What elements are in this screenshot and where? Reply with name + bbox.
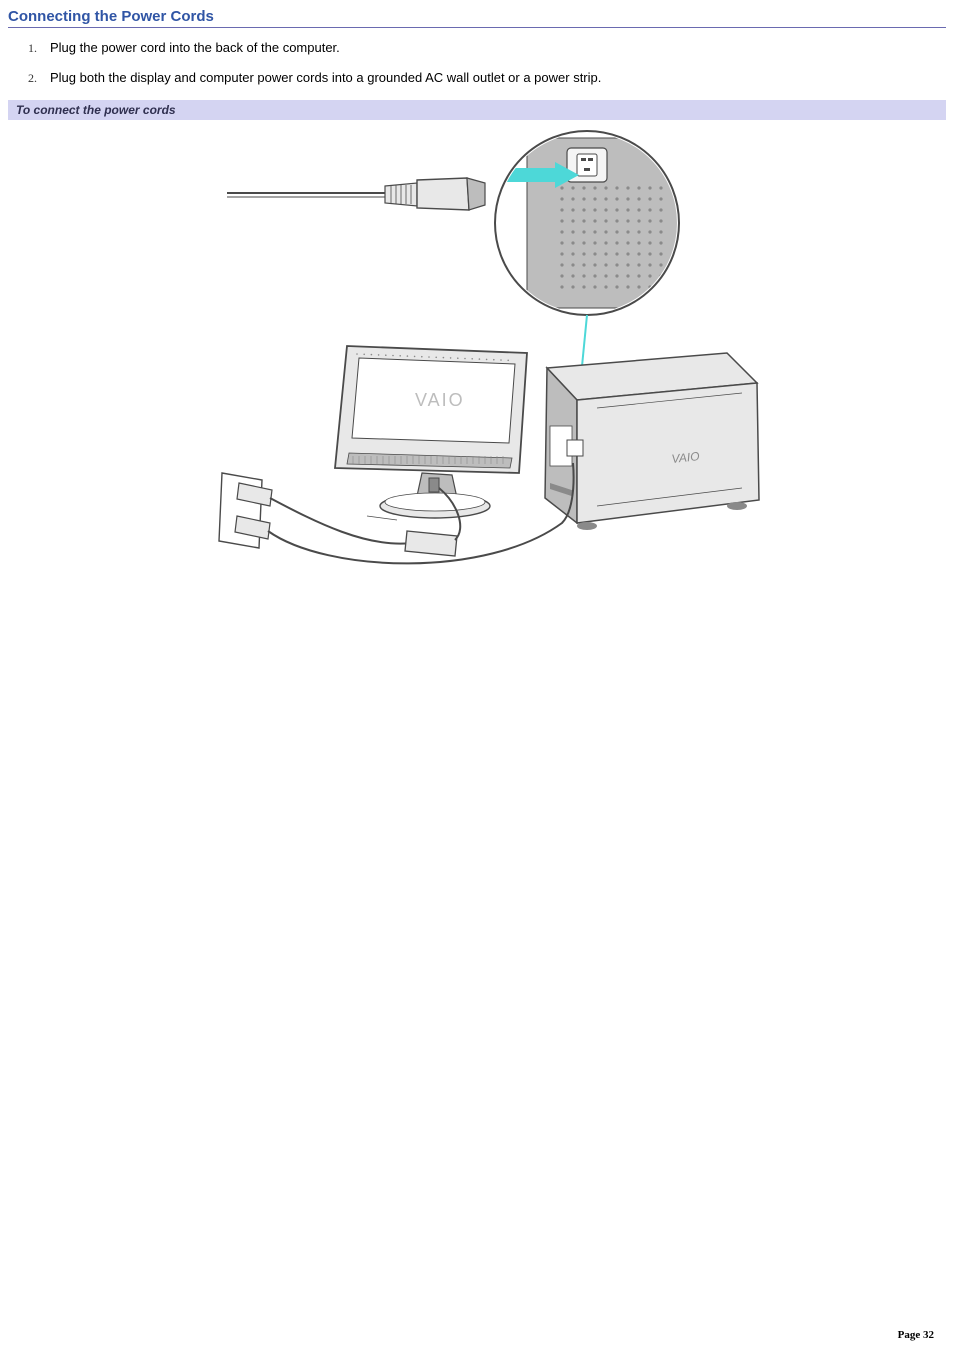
callout-bar: To connect the power cords xyxy=(8,100,946,120)
steps-list: 1. Plug the power cord into the back of … xyxy=(8,40,946,86)
step-number: 2. xyxy=(28,71,50,86)
page-number: Page 32 xyxy=(898,1329,934,1341)
svg-text:VAIO: VAIO xyxy=(415,390,465,410)
step-text: Plug both the display and computer power… xyxy=(50,70,601,85)
step-number: 1. xyxy=(28,41,50,56)
step-item: 2. Plug both the display and computer po… xyxy=(28,70,946,86)
step-item: 1. Plug the power cord into the back of … xyxy=(28,40,946,56)
step-text: Plug the power cord into the back of the… xyxy=(50,40,340,55)
power-cord-diagram: VAIO VAIO xyxy=(167,128,787,608)
section-title: Connecting the Power Cords xyxy=(8,8,946,28)
diagram-container: VAIO VAIO xyxy=(8,128,946,613)
svg-text:VAIO: VAIO xyxy=(671,449,700,466)
